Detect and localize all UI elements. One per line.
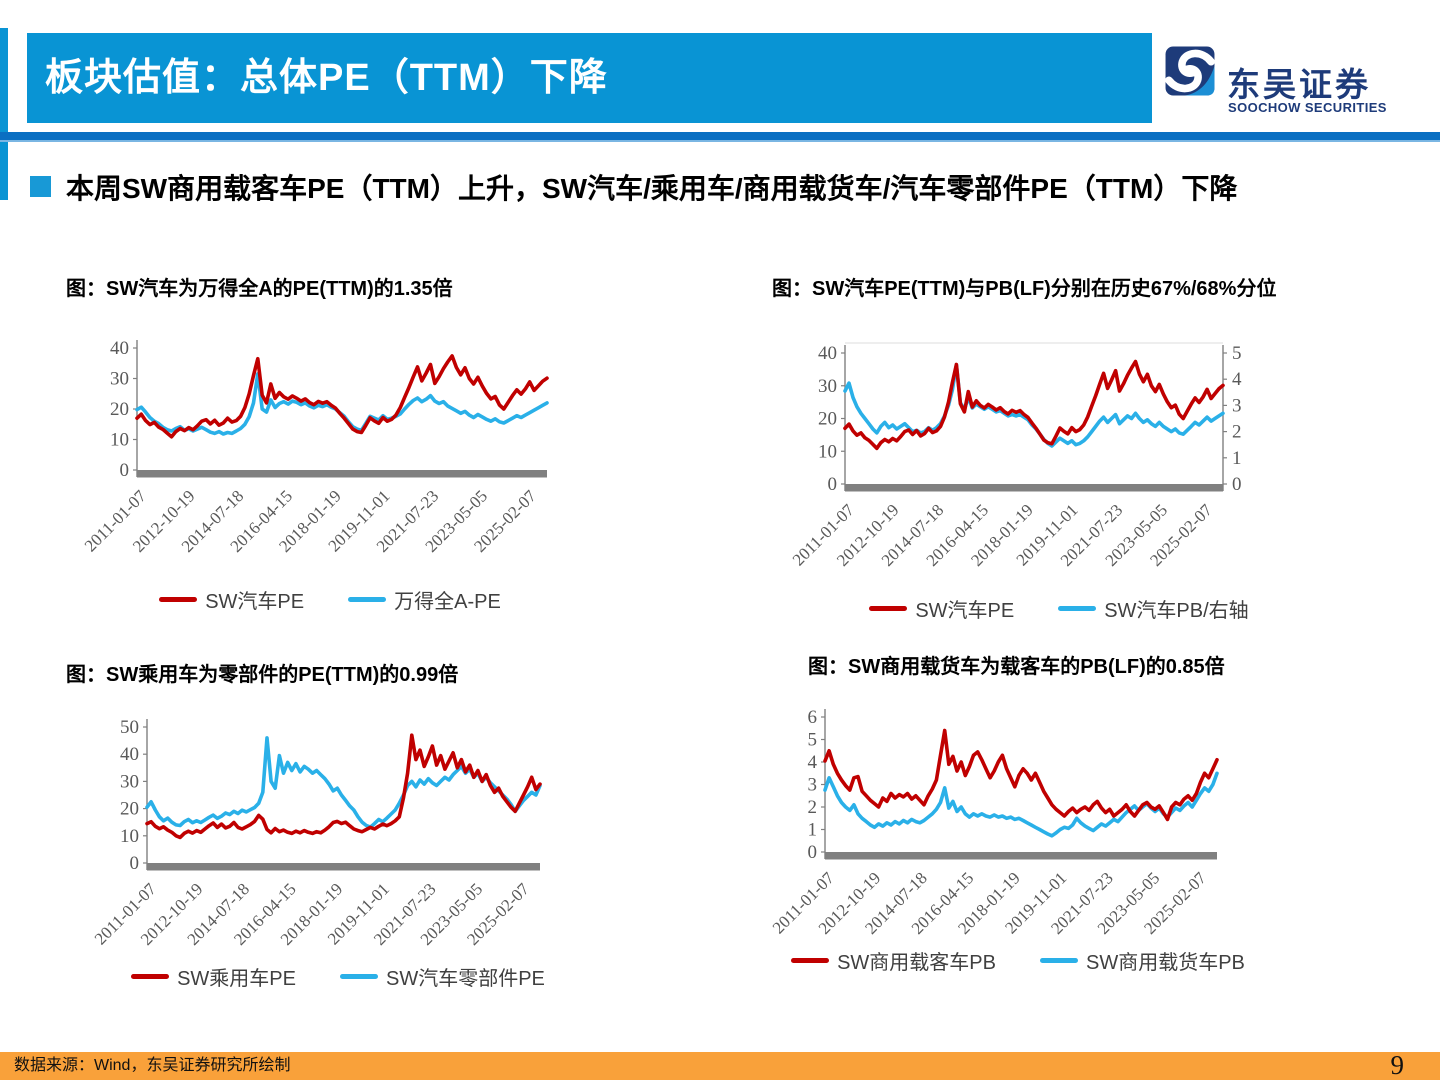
bullet-marker	[30, 176, 51, 197]
svg-text:3: 3	[808, 775, 818, 796]
legend-label: SW汽车PE	[915, 600, 1015, 622]
blue-line-swatch-icon	[1040, 958, 1078, 963]
legend-label: SW汽车PE	[205, 591, 305, 613]
legend-label: SW汽车零部件PE	[386, 968, 545, 990]
red-line-swatch-icon	[869, 606, 908, 611]
legend-item: SW汽车PE	[869, 594, 1014, 623]
svg-text:40: 40	[120, 744, 139, 765]
data-source-note: 数据来源：Wind，东吴证券研究所绘制	[14, 1057, 291, 1074]
legend-label: SW乘用车PE	[177, 968, 296, 990]
svg-text:0: 0	[130, 853, 140, 874]
svg-text:6: 6	[808, 707, 818, 728]
legend-item: SW商用载客车PB	[791, 946, 996, 975]
chart1-canvas: 0102030402011-01-072012-10-192014-07-182…	[81, 338, 549, 556]
blue-line-swatch-icon	[340, 974, 378, 979]
svg-text:30: 30	[110, 369, 129, 390]
chart3-legend: SW乘用车PE SW汽车零部件PE	[103, 962, 573, 991]
legend-label: 万得全A-PE	[394, 591, 501, 613]
blue-line-swatch-icon	[348, 597, 387, 602]
page-number: 9	[1390, 1050, 1405, 1080]
red-line-swatch-icon	[791, 958, 830, 963]
svg-text:5: 5	[1232, 343, 1242, 364]
page-title: 板块估值：总体PE（TTM）下降	[45, 57, 608, 99]
svg-text:50: 50	[120, 717, 139, 738]
svg-text:4: 4	[808, 752, 818, 773]
svg-text:30: 30	[818, 376, 837, 397]
legend-item: SW汽车PB/右轴	[1058, 594, 1249, 623]
chart3-canvas: 010203040502011-01-072012-10-192014-07-1…	[91, 717, 542, 949]
header-divider-light	[0, 140, 1440, 142]
svg-text:40: 40	[818, 343, 837, 364]
svg-text:10: 10	[818, 441, 837, 462]
chart4-canvas: 01234562011-01-072012-10-192014-07-18201…	[769, 707, 1219, 938]
bullet-text: 本周SW商用载客车PE（TTM）上升，SW汽车/乘用车/商用载货车/汽车零部件P…	[66, 173, 1238, 204]
svg-text:5: 5	[808, 730, 818, 751]
legend-item: SW乘用车PE	[131, 962, 296, 991]
soochow-logo-icon	[1165, 46, 1215, 96]
blue-line-swatch-icon	[1058, 606, 1097, 611]
chart1-legend: SW汽车PE 万得全A-PE	[95, 585, 565, 614]
svg-text:2: 2	[1232, 422, 1242, 443]
legend-item: SW汽车零部件PE	[340, 962, 545, 991]
svg-text:10: 10	[120, 826, 139, 847]
legend-label: SW商用载货车PB	[1086, 952, 1245, 974]
svg-text:0: 0	[828, 474, 838, 495]
svg-text:0: 0	[1232, 474, 1242, 495]
legend-label: SW汽车PB/右轴	[1104, 600, 1249, 622]
legend-label: SW商用载客车PB	[837, 952, 996, 974]
svg-text:1: 1	[808, 820, 818, 841]
chart4-legend: SW商用载客车PB SW商用载货车PB	[783, 946, 1253, 975]
chart2-title: 图：SW汽车PE(TTM)与PB(LF)分别在历史67%/68%分位	[772, 278, 1277, 300]
company-logo: 东吴证券 SOOCHOW SECURITIES	[1163, 44, 1403, 124]
svg-text:1: 1	[1232, 448, 1242, 469]
chart2-canvas: 0102030400123452011-01-072012-10-192014-…	[789, 342, 1242, 570]
title-bar: 板块估值：总体PE（TTM）下降	[27, 33, 1152, 123]
chart3-title: 图：SW乘用车为零部件的PE(TTM)的0.99倍	[66, 664, 459, 686]
chart4-title: 图：SW商用载货车为载客车的PB(LF)的0.85倍	[808, 656, 1225, 678]
svg-text:20: 20	[120, 799, 139, 820]
red-line-swatch-icon	[131, 974, 170, 979]
svg-text:2: 2	[808, 797, 818, 818]
svg-text:0: 0	[120, 460, 130, 481]
red-line-swatch-icon	[159, 597, 198, 602]
chart1-title: 图：SW汽车为万得全A的PE(TTM)的1.35倍	[66, 278, 453, 300]
footer-bar: 数据来源：Wind，东吴证券研究所绘制 9	[0, 1050, 1440, 1080]
svg-text:3: 3	[1232, 395, 1242, 416]
header-divider	[0, 132, 1440, 140]
svg-text:0: 0	[808, 842, 818, 863]
legend-item: 万得全A-PE	[348, 585, 501, 614]
svg-text:4: 4	[1232, 369, 1242, 390]
legend-item: SW汽车PE	[159, 585, 304, 614]
chart2-legend: SW汽车PE SW汽车PB/右轴	[798, 594, 1320, 623]
legend-item: SW商用载货车PB	[1040, 946, 1245, 975]
svg-text:20: 20	[818, 409, 837, 430]
svg-text:30: 30	[120, 771, 139, 792]
left-accent-bar	[0, 28, 8, 200]
svg-text:20: 20	[110, 399, 129, 420]
svg-text:40: 40	[110, 338, 129, 359]
svg-text:10: 10	[110, 430, 129, 451]
logo-chinese-name: 东吴证券	[1227, 68, 1371, 104]
logo-english-name: SOOCHOW SECURITIES	[1228, 100, 1387, 115]
